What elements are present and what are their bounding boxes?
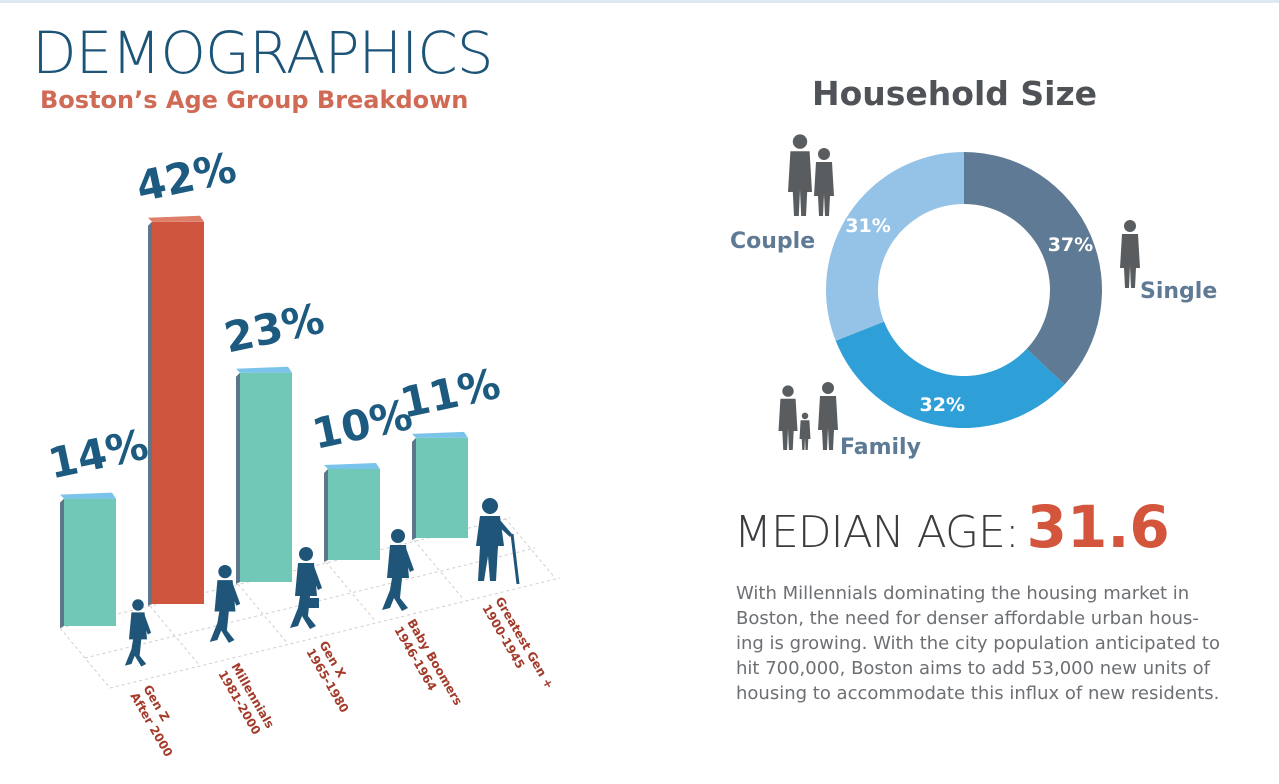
floor-grid-line [149,605,201,667]
elderly-with-cane-icon [476,498,520,585]
bar-top [324,463,380,469]
household-icons: Single Family Couple [730,134,1217,460]
bar-value-label: 42% [132,143,241,212]
floor-grid-line [413,539,465,601]
floor-grid-line [84,547,536,659]
single-label: Single [1140,279,1217,304]
bar-top [148,215,204,222]
couple-woman-icon [814,148,834,216]
median-age-value: 31.6 [1026,493,1170,561]
millennial-person-icon [209,564,241,643]
bar [240,372,292,582]
bar-value-label: 11% [396,359,505,428]
top-divider [0,0,1279,3]
bars-layer [60,215,468,628]
donut-slice [826,152,964,341]
floor-grid-line [109,577,561,689]
floor-grid-line [237,583,289,645]
briefcase-icon [305,598,319,608]
bar [64,498,116,626]
bar-top [412,431,468,438]
bar-value-label: 14% [44,420,153,489]
household-size-title: Household Size [812,74,1098,113]
donut-layer: 37% 32% 31% [826,152,1102,428]
donut-slice [964,152,1102,385]
family-label: Family [840,435,921,460]
donut-slice-value: 37% [1048,234,1093,256]
median-age: MEDIAN AGE: 31.6 [734,498,1170,556]
donut-slice [835,321,1065,428]
bar [328,469,380,560]
family-adult-icon [818,382,838,450]
bar-top [60,492,116,499]
donut-slice-value: 32% [920,394,965,416]
bar-side [60,498,64,628]
bar-side [236,372,240,584]
floor-grid-line [504,517,556,579]
bar-side [324,469,328,562]
baby-boomer-person-icon [382,529,414,611]
family-adult-icon [778,385,798,450]
floor-grid-line [325,561,377,623]
household-size-donut-chart: 37% 32% 31% Single Family Couple [730,134,1217,460]
description-text: With Millennials dominating the housing … [736,583,1220,704]
category-label: Greatest Gen +1900-1945 [479,595,556,692]
floor-grid-line [59,627,111,689]
gen-x-businessman-icon [290,547,322,629]
people-layer [124,498,520,667]
couple-label: Couple [730,229,815,254]
page-title: DEMOGRAPHICS [32,19,494,87]
bar-side [412,437,416,540]
bar [416,437,468,538]
bar-side [148,221,152,607]
single-person-icon [1120,220,1140,288]
bar [152,221,204,605]
median-age-label: MEDIAN AGE: [734,507,1020,558]
couple-man-icon [788,134,812,216]
family-child-icon [799,412,811,450]
gen-z-person-icon [124,599,152,667]
donut-slice-value: 31% [845,215,890,237]
bar-top [236,366,292,373]
bar-value-label: 23% [220,294,329,363]
page-subtitle: Boston’s Age Group Breakdown [40,86,469,114]
